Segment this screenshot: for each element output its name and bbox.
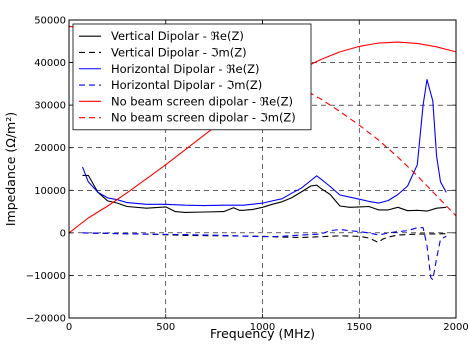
y-tick-label: 0: [60, 228, 66, 239]
series-line-3: [81, 79, 447, 207]
legend-label: Vertical Dipolar - ℜe(Z): [111, 29, 244, 43]
y-tick-label: 30000: [34, 101, 66, 112]
y-tick-label: −10000: [26, 271, 66, 282]
legend-label: Horizontal Dipolar - ℜe(Z): [111, 62, 259, 76]
x-tick-label: 2000: [443, 322, 468, 333]
y-tick-label: 40000: [34, 58, 66, 69]
series-line-2: [82, 232, 447, 244]
legend-label: Horizontal Dipolar - ℑm(Z): [111, 78, 262, 92]
legend-label: Vertical Dipolar - ℑm(Z): [111, 45, 247, 59]
y-tick-label: 50000: [34, 16, 66, 27]
axis-ticks: 0 500 1000 1500 2000 −20000 −10000 0 10000 20000 3…: [26, 16, 469, 334]
series-line-4: [82, 227, 447, 281]
x-tick-label: 1500: [347, 322, 372, 333]
y-tick-label: −20000: [26, 314, 66, 325]
series-line-1: [82, 174, 447, 213]
x-tick-label: 1000: [250, 322, 275, 333]
y-tick-label: 20000: [34, 143, 66, 154]
x-axis-label: Frequency (MHz): [210, 326, 315, 341]
legend-label: No beam screen dipolar - ℜe(Z): [111, 94, 293, 108]
legend-label: No beam screen dipolar - ℑm(Z): [111, 111, 296, 125]
legend-box: [72, 23, 312, 131]
x-tick-label: 0: [66, 322, 72, 333]
y-axis-label: Impedance (Ω/m²): [3, 112, 18, 226]
y-tick-label: 10000: [34, 186, 66, 197]
legend: Vertical Dipolar - ℜe(Z) Vertical Dipolar…: [72, 23, 312, 131]
x-tick-label: 500: [156, 322, 175, 333]
